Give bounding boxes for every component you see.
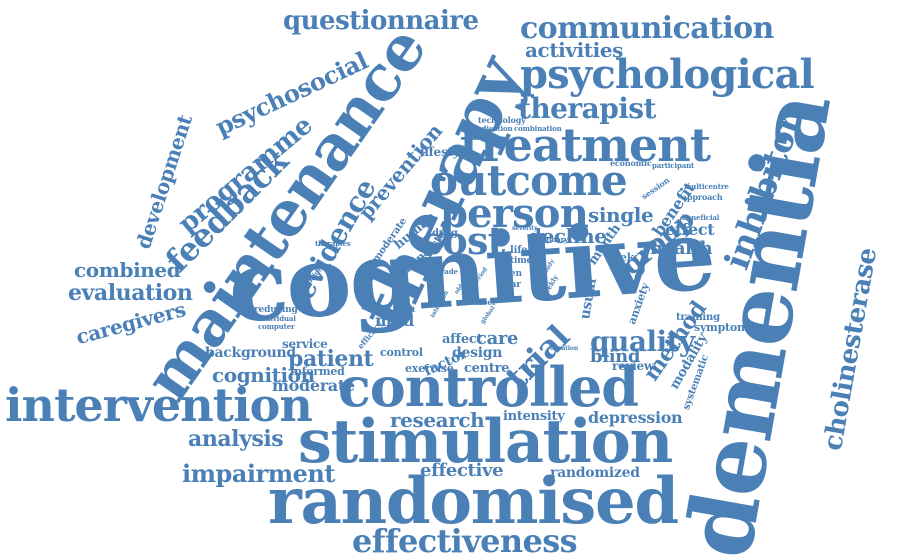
word-decline: decline <box>528 224 607 248</box>
word-intervention: intervention <box>5 378 313 432</box>
word-combined: combined <box>74 258 181 282</box>
word-evaluation: evaluation <box>68 280 193 306</box>
word-questionnaire: questionnaire <box>283 6 479 36</box>
word-individual: individual <box>258 314 296 323</box>
word-duration: duration <box>550 345 579 352</box>
word-informed: informed <box>290 365 345 378</box>
word-approach: approach <box>682 192 723 202</box>
word-symptom: symptom <box>694 321 749 334</box>
word-effective: effective <box>420 460 504 481</box>
word-service: service <box>282 337 328 351</box>
word-quality: quality <box>590 325 695 358</box>
word-beneficial: beneficial <box>682 213 720 222</box>
word-depression: depression <box>588 408 683 427</box>
word-review: review <box>612 359 655 373</box>
word-combination: combination <box>514 124 562 133</box>
word-randomised: randomised <box>268 464 679 539</box>
word-affect: affect <box>442 332 483 347</box>
word-technology: technology <box>478 115 526 125</box>
word-person: person <box>440 190 589 237</box>
word-communication: communication <box>520 11 774 46</box>
word-research: research <box>390 408 485 432</box>
word-computer: computer <box>258 322 295 331</box>
word-label: label <box>474 297 496 307</box>
word-year: year <box>500 280 521 290</box>
word-medication: medication <box>470 124 513 133</box>
word-effectiveness: effectiveness <box>352 522 578 557</box>
word-multicentre: multicentre <box>684 182 729 191</box>
word-outcome: outcome <box>430 156 628 205</box>
word-week: week <box>604 251 635 264</box>
word-effect: effect <box>665 220 715 239</box>
word-participant: participant <box>652 161 695 170</box>
word-result: result <box>393 305 416 314</box>
word-cholinesterase: cholinesterase <box>818 245 884 453</box>
word-lifestyle: lifestyle <box>420 145 472 159</box>
word-centre: centre <box>464 361 510 376</box>
word-cost: cost <box>420 218 505 263</box>
word-severity: severity <box>512 225 538 232</box>
word-exercise: exercise <box>405 362 454 375</box>
word-randomized: randomized <box>550 465 640 481</box>
word-controlled: controlled <box>338 355 639 419</box>
word-therapies: therapies <box>315 239 351 248</box>
word-patient: patient <box>288 346 374 372</box>
word-care: care <box>476 328 519 349</box>
word-reducing: reducing <box>254 305 298 315</box>
word-mild: mild <box>375 311 414 330</box>
word-economic: economic <box>610 158 652 168</box>
word-health: health <box>650 238 713 259</box>
word-open: open <box>498 269 522 279</box>
word-training: training <box>676 312 720 323</box>
word-design: design <box>452 345 503 361</box>
word-control: control <box>380 346 423 359</box>
word-therapist: therapist <box>518 92 656 125</box>
word-life: life <box>510 245 528 256</box>
word-analysis: analysis <box>188 426 284 452</box>
word-activities: activities <box>525 38 624 62</box>
word-treatment: treatment <box>460 118 711 172</box>
word-primary: primary <box>538 235 568 244</box>
word-intensity: intensity <box>503 409 565 424</box>
word-impairment: impairment <box>182 459 336 488</box>
word-stimulation: stimulation <box>298 407 673 477</box>
word-grade: grade <box>436 267 458 276</box>
word-drug: drug <box>432 228 458 239</box>
word-time: time <box>510 256 533 266</box>
word-single: single <box>588 203 654 227</box>
word-moderate: moderate <box>272 376 355 395</box>
word-psychological: psychological <box>520 51 815 98</box>
word-session: session <box>639 175 672 202</box>
word-blind: blind <box>590 346 641 367</box>
word-cognition: cognition <box>212 363 315 387</box>
word-background: background <box>205 345 296 361</box>
